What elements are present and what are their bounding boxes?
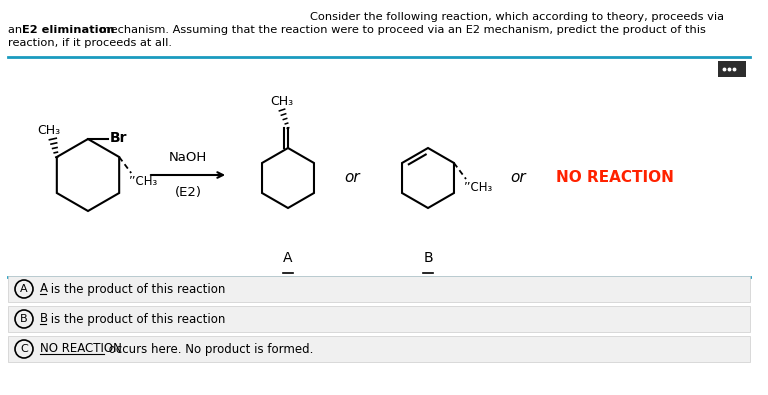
Text: A: A (20, 284, 28, 294)
Text: or: or (510, 171, 526, 186)
Text: is the product of this reaction: is the product of this reaction (47, 282, 225, 295)
FancyBboxPatch shape (8, 276, 750, 302)
Text: CH₃: CH₃ (270, 95, 293, 108)
Text: Consider the following reaction, which according to theory, proceeds via: Consider the following reaction, which a… (310, 12, 724, 22)
Text: Br: Br (110, 131, 127, 145)
Text: ’’CH₃: ’’CH₃ (129, 175, 158, 188)
Text: B: B (40, 312, 48, 325)
Text: mechanism. Assuming that the reaction were to proceed via an E2 mechanism, predi: mechanism. Assuming that the reaction we… (96, 25, 706, 35)
Text: NO REACTION: NO REACTION (556, 171, 674, 186)
FancyBboxPatch shape (8, 306, 750, 332)
Polygon shape (262, 148, 314, 208)
Text: ’’CH₃: ’’CH₃ (464, 181, 493, 194)
Text: occurs here. No product is formed.: occurs here. No product is formed. (104, 342, 313, 356)
Text: A: A (283, 251, 293, 265)
Polygon shape (57, 139, 119, 211)
FancyBboxPatch shape (8, 336, 750, 362)
Polygon shape (402, 148, 454, 208)
Text: CH₃: CH₃ (38, 124, 61, 137)
Text: B: B (20, 314, 28, 324)
Text: or: or (344, 171, 360, 186)
Text: NO REACTION: NO REACTION (40, 342, 122, 356)
Text: is the product of this reaction: is the product of this reaction (47, 312, 225, 325)
Text: NaOH: NaOH (169, 151, 207, 164)
Text: E2 elimination: E2 elimination (22, 25, 114, 35)
Text: an: an (8, 25, 26, 35)
Text: A: A (40, 282, 48, 295)
Text: (E2): (E2) (174, 186, 201, 199)
Text: C: C (20, 344, 28, 354)
FancyBboxPatch shape (718, 61, 746, 77)
Text: reaction, if it proceeds at all.: reaction, if it proceeds at all. (8, 38, 172, 48)
Text: B: B (423, 251, 433, 265)
FancyBboxPatch shape (8, 57, 750, 277)
